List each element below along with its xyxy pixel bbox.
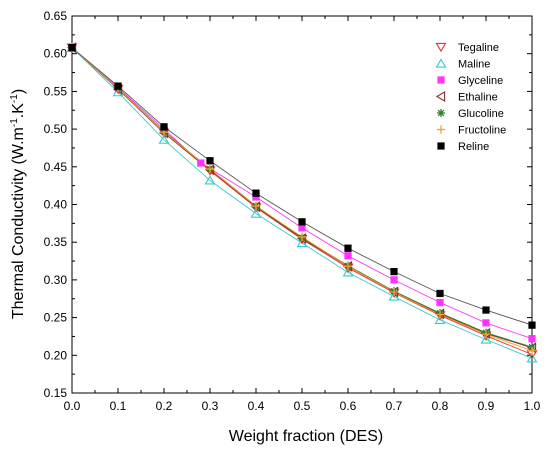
y-axis-title-end: ) (10, 89, 27, 94)
y-tick-label: 0.60 (44, 47, 68, 61)
data-point-reline (528, 321, 536, 329)
data-point-reline (390, 267, 398, 276)
data-point-reline (68, 44, 76, 52)
data-point-maline (112, 87, 124, 97)
data-point-reline (344, 244, 352, 252)
data-point-maline (204, 175, 216, 185)
data-point-glyceline (436, 298, 444, 307)
series-markers (66, 42, 538, 363)
x-tick-label: 0.6 (340, 399, 357, 413)
x-tick-label: 0.3 (202, 399, 219, 413)
legend-label-reline: Reline (458, 141, 489, 153)
legend-marker-maline (435, 58, 447, 68)
data-point-maline (250, 208, 262, 218)
data-point-fructoline (205, 165, 215, 174)
data-point-glyceline (390, 276, 398, 284)
data-point-glyceline (344, 252, 352, 260)
legend-label-glyceline: Glyceline (458, 75, 503, 87)
data-point-fructoline (389, 287, 399, 297)
x-tick-label: 0.9 (478, 399, 495, 413)
y-axis-title: Thermal Conductivity (W.m-1.K-1) (9, 89, 27, 319)
y-tick-label: 0.25 (44, 311, 68, 325)
legend-label-fructoline: Fructoline (458, 125, 506, 137)
legend-label-tegaline: Tegaline (458, 42, 499, 54)
data-point-reline (206, 157, 214, 165)
data-point-fructoline (527, 346, 537, 355)
legend: Tegaline Maline Glyceline Ethaline Glucoline… (435, 42, 506, 153)
data-point-reline (298, 218, 306, 226)
data-point-fructoline (297, 232, 307, 241)
legend-marker-tegaline (435, 42, 447, 53)
legend-marker-glyceline (437, 76, 445, 84)
data-point-maline (342, 267, 354, 277)
data-point-glyceline (298, 224, 306, 232)
y-axis-title-sup2: -1 (9, 94, 20, 103)
data-point-maline (434, 314, 446, 325)
y-axis-title-main: Thermal Conductivity (W.m (10, 127, 27, 319)
data-point-glyceline (528, 335, 536, 343)
plot-frame (71, 15, 533, 394)
data-point-glyceline (197, 159, 205, 167)
y-tick-label: 0.65 (44, 9, 68, 23)
x-tick-label: 1.0 (524, 399, 541, 413)
legend-label-maline: Maline (458, 59, 490, 71)
data-point-glyceline (482, 319, 490, 327)
y-tick-label: 0.55 (44, 84, 68, 98)
x-tick-label: 0.2 (156, 399, 173, 413)
data-point-fructoline (481, 330, 491, 339)
data-point-maline (480, 334, 492, 344)
x-axis-title: Weight fraction (DES) (229, 428, 383, 445)
legend-marker-glucoline (436, 108, 446, 118)
y-tick-label: 0.50 (44, 122, 68, 136)
y-axis-title-sup1: -1 (9, 118, 20, 127)
y-axis-title-mid: .K (10, 103, 27, 118)
data-point-reline (114, 82, 122, 90)
x-tick-label: 0.5 (294, 399, 311, 413)
data-point-reline (160, 123, 168, 131)
y-tick-label: 0.35 (44, 235, 68, 249)
x-tick-label: 0.4 (248, 399, 265, 413)
y-tick-label: 0.20 (44, 348, 68, 362)
data-point-reline (252, 189, 260, 197)
legend-marker-reline (437, 142, 445, 150)
x-tick-label: 0.0 (64, 399, 81, 413)
data-point-reline (482, 306, 490, 314)
x-tick-label: 0.8 (432, 399, 449, 413)
series-line-reline (71, 47, 533, 326)
data-point-fructoline (251, 201, 261, 211)
y-tick-label: 0.15 (44, 386, 68, 400)
y-tick-label: 0.45 (44, 160, 68, 174)
data-point-fructoline (343, 262, 353, 271)
x-tick-label: 0.7 (386, 399, 403, 413)
y-tick-label: 0.40 (44, 198, 68, 212)
legend-marker-ethaline (435, 91, 446, 102)
data-point-fructoline (435, 310, 445, 319)
legend-label-ethaline: Ethaline (458, 92, 498, 104)
y-tick-label: 0.30 (44, 273, 68, 287)
data-point-maline (158, 134, 170, 144)
data-point-reline (436, 289, 444, 298)
axis-ticks: 0.0 0.1 0.2 0.3 0.4 0.5 0.6 0.7 0.8 0.9 1.0 0.15 0.2… (44, 9, 541, 413)
legend-label-glucoline: Glucoline (458, 108, 504, 120)
legend-marker-fructoline (436, 125, 446, 134)
data-point-maline (526, 353, 538, 363)
x-tick-label: 0.1 (110, 399, 127, 413)
